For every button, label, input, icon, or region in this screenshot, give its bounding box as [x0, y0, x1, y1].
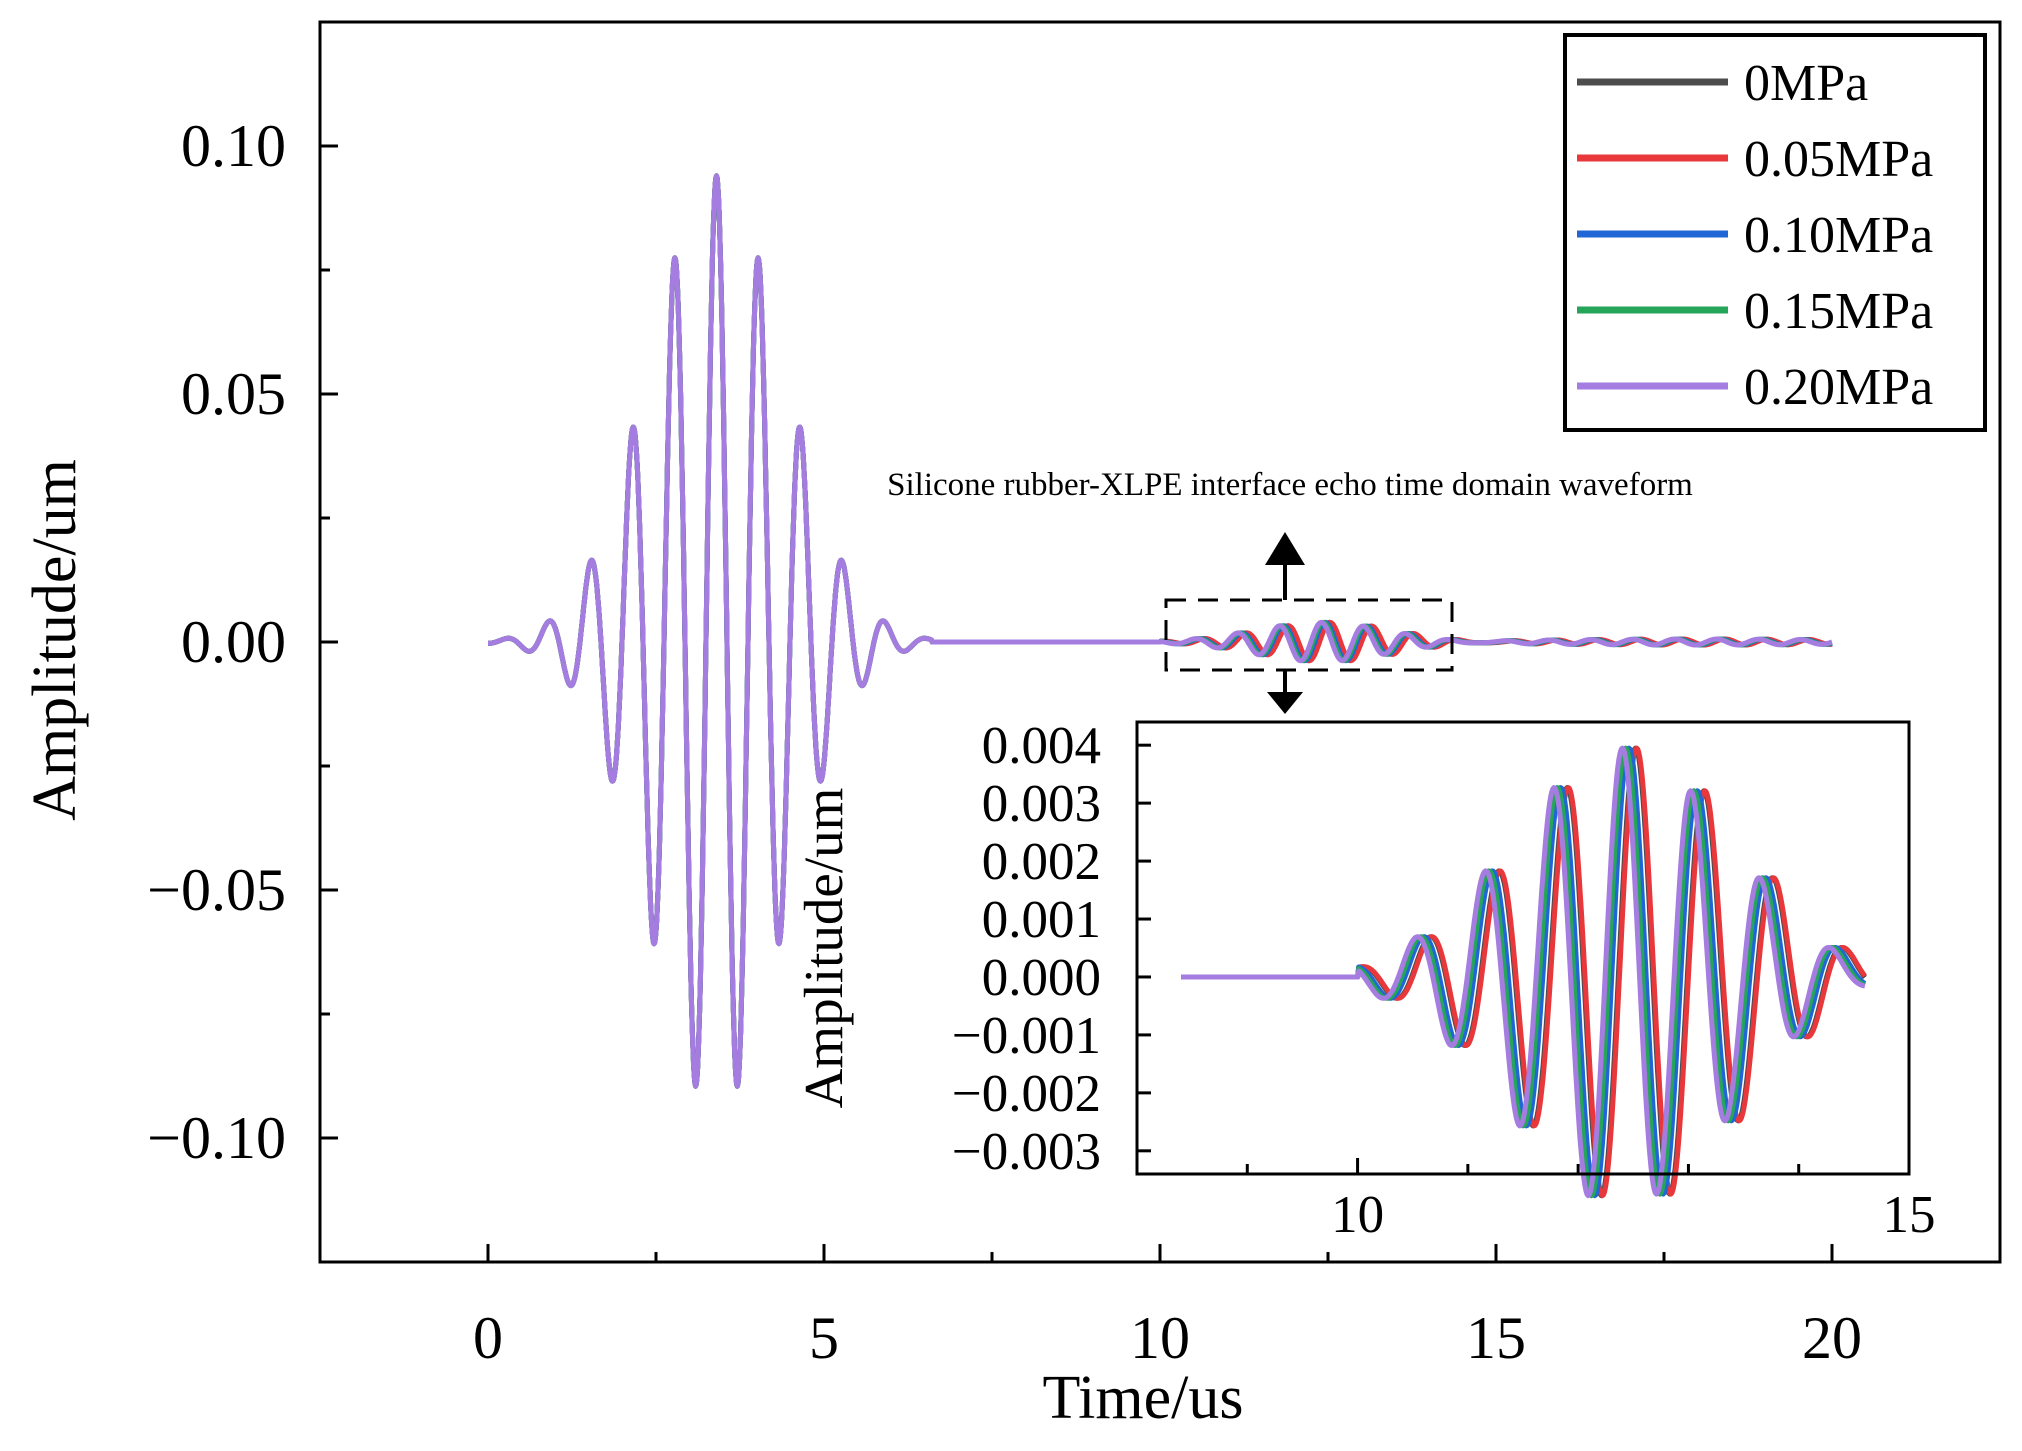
- main-axis-ticks: [320, 20, 1834, 1264]
- inset-plot-frame: [1135, 720, 1911, 1176]
- inset-y-tick-label: 0.004: [982, 717, 1101, 775]
- main-x-tick-label: 20: [1802, 1305, 1862, 1371]
- inset-y-tick-label: 0.003: [982, 775, 1101, 833]
- inset-tick-labels: 10 15−0.003−0.002−0.0010.0000.0010.0020.0…: [952, 717, 1936, 1244]
- main-y-tick-label: 0.00: [181, 609, 286, 675]
- echo-highlight-box: [1164, 598, 1454, 672]
- main-y-tick-label: −0.05: [147, 857, 286, 923]
- legend-label: 0.05MPa: [1744, 131, 1933, 188]
- inset-x-tick-label: 15: [1883, 1186, 1936, 1244]
- inset-y-tick-label: 0.002: [982, 833, 1101, 891]
- inset-y-tick-label: 0.001: [982, 891, 1101, 949]
- legend: 0MPa 0.05MPa 0.10MPa 0.15MPa 0.20MPa: [1563, 33, 1987, 432]
- annotation-label: Silicone rubber-XLPE interface echo time…: [887, 467, 1693, 503]
- main-x-tick-label: 0: [473, 1305, 503, 1371]
- main-y-axis-title: Amplitude/um: [21, 459, 89, 821]
- main-series-line-0.20MPa: [486, 173, 1834, 1089]
- inset-y-tick-label: 0.000: [982, 949, 1101, 1007]
- main-tick-labels: 0 5 10 15 20 −0.10 −0.05 0.00 0.05 0.10: [147, 113, 1862, 1371]
- main-x-tick-label: 5: [809, 1305, 839, 1371]
- inset-y-tick-label: −0.001: [952, 1007, 1101, 1065]
- main-x-tick-label: 15: [1466, 1305, 1526, 1371]
- legend-label: 0MPa: [1744, 55, 1868, 112]
- main-series-lines: [486, 173, 1834, 1089]
- inset-y-axis-title: Amplitude/um: [793, 788, 854, 1109]
- main-y-tick-label: 0.10: [181, 113, 286, 179]
- legend-label: 0.10MPa: [1744, 207, 1933, 264]
- inset-x-tick-label: 10: [1331, 1186, 1384, 1244]
- inset-series-line-0.20MPa: [1179, 745, 1867, 1199]
- legend-label: 0.15MPa: [1744, 283, 1933, 340]
- main-x-tick-label: 10: [1130, 1305, 1190, 1371]
- inset-axis-ticks: [1135, 743, 1911, 1174]
- inset-y-tick-label: −0.002: [952, 1065, 1101, 1123]
- main-x-axis-title: Time/us: [1042, 1364, 1243, 1432]
- inset-series-lines: [1179, 745, 1867, 1199]
- annotation-down-arrow-head: [1267, 692, 1303, 714]
- main-y-tick-label: 0.05: [181, 361, 286, 427]
- main-y-tick-label: −0.10: [147, 1105, 286, 1171]
- legend-label: 0.20MPa: [1744, 359, 1933, 416]
- annotation-up-arrow-head: [1265, 532, 1305, 565]
- inset-y-tick-label: −0.003: [952, 1123, 1101, 1181]
